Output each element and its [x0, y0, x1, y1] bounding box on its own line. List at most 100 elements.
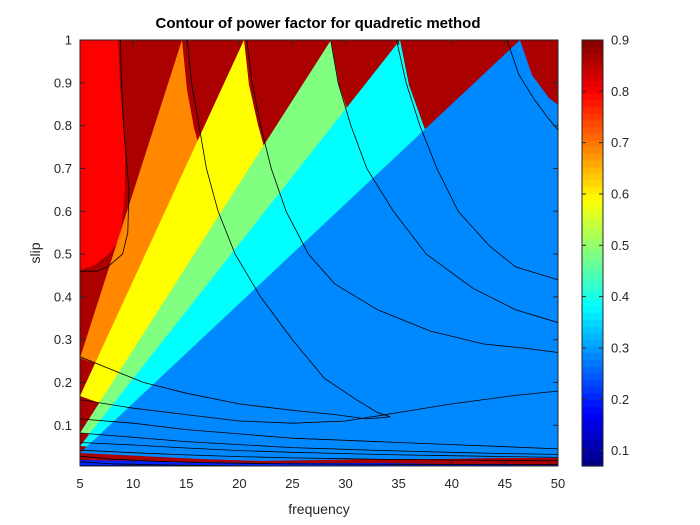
colorbar-band	[582, 246, 603, 254]
colorbar-tick-label: 0.5	[611, 238, 629, 253]
x-tick-label: 50	[551, 476, 565, 491]
colorbar-tick-label: 0.7	[611, 135, 629, 150]
colorbar-band	[582, 219, 603, 227]
colorbar-band	[582, 106, 603, 114]
colorbar-band	[582, 266, 603, 274]
colorbar-band	[582, 59, 603, 68]
colorbar-band	[582, 346, 603, 354]
colorbar-band	[582, 239, 603, 247]
colorbar-band	[582, 119, 603, 128]
colorbar-band	[582, 53, 603, 61]
colorbar-band	[582, 86, 603, 94]
colorbar-band	[582, 173, 603, 181]
y-tick-label: 0.4	[54, 289, 72, 304]
colorbar-band	[582, 279, 603, 287]
x-tick-label: 10	[126, 476, 140, 491]
colorbar-band	[582, 286, 603, 294]
plot-area: 5 10 15 20 25 30 35 40 45 50 0.10.20.30.40.50.60.…	[54, 33, 565, 492]
colorbar-band	[582, 193, 603, 201]
colorbar-band	[582, 339, 603, 347]
colorbar: 0.1 0.2 0.3 0.4 0.5 0.6 0.7 0.8 0.9	[581, 33, 629, 467]
colorbar-band	[582, 326, 603, 334]
colorbar-tick-label: 0.6	[611, 186, 629, 201]
y-tick-label: 0.2	[54, 375, 72, 390]
x-tick-label: 45	[498, 476, 512, 491]
colorbar-band	[582, 292, 603, 301]
colorbar-band	[582, 253, 603, 261]
colorbar-band	[582, 153, 603, 161]
colorbar-band	[582, 299, 603, 307]
y-tick-label: 0.3	[54, 332, 72, 347]
x-tick-label: 20	[232, 476, 246, 491]
colorbar-band	[582, 372, 603, 381]
contour-line-0.65	[80, 40, 558, 424]
x-tick-label: 30	[338, 476, 352, 491]
colorbar-band	[582, 186, 603, 194]
y-tick-label: 0.7	[54, 161, 72, 176]
colorbar-band	[582, 73, 603, 81]
colorbar-band	[582, 166, 603, 174]
band-0.3	[80, 40, 558, 461]
chart-title: Contour of power factor for quadretic me…	[156, 15, 481, 32]
colorbar-band	[582, 206, 603, 214]
colorbar-band	[582, 392, 603, 401]
colorbar-tick-label: 0.3	[611, 340, 629, 355]
y-tick-label: 0.5	[54, 247, 72, 262]
colorbar-band	[582, 319, 603, 327]
contour-line-0.75	[80, 40, 391, 420]
band-0.8	[80, 40, 125, 270]
colorbar-band	[582, 306, 603, 314]
colorbar-band	[582, 93, 603, 101]
colorbar-band	[582, 272, 603, 281]
colorbar-band	[582, 113, 603, 121]
colorbar-band	[582, 406, 603, 414]
contour-fills	[80, 40, 558, 466]
colorbar-band	[582, 379, 603, 387]
colorbar-bands	[582, 40, 603, 467]
colorbar-band	[582, 412, 603, 421]
colorbar-band	[582, 40, 603, 48]
y-tick-label: 1	[65, 33, 72, 48]
y-axis-ticks: 0.1 0.2 0.3 0.4 0.5 0.6 0.7 0.8 0.9 1	[54, 33, 558, 433]
colorbar-band	[582, 439, 603, 447]
y-axis-label: slip	[27, 242, 43, 263]
colorbar-frame	[581, 39, 604, 467]
plot-frame	[79, 39, 559, 467]
colorbar-band	[582, 419, 603, 427]
colorbar-band	[582, 399, 603, 407]
colorbar-band	[582, 139, 603, 148]
colorbar-band	[582, 66, 603, 74]
colorbar-band	[582, 432, 603, 440]
colorbar-band	[582, 426, 603, 434]
colorbar-band	[582, 199, 603, 208]
colorbar-band	[582, 233, 603, 241]
y-tick-label: 0.6	[54, 204, 72, 219]
colorbar-band	[582, 332, 603, 341]
colorbar-tick-label: 0.1	[611, 443, 629, 458]
y-tick-label: 0.9	[54, 75, 72, 90]
x-tick-label: 35	[391, 476, 405, 491]
contour-line-0.45	[80, 40, 558, 455]
x-tick-label: 40	[445, 476, 459, 491]
colorbar-band	[582, 386, 603, 394]
colorbar-ticks: 0.1 0.2 0.3 0.4 0.5 0.6 0.7 0.8 0.9	[582, 33, 629, 458]
contour-line-0.35	[80, 40, 558, 458]
colorbar-band	[582, 459, 603, 467]
colorbar-band	[582, 226, 603, 234]
colorbar-band	[582, 46, 603, 54]
colorbar-tick-label: 0.2	[611, 392, 629, 407]
colorbar-tick-label: 0.8	[611, 84, 629, 99]
contour-line-0.05	[80, 461, 558, 466]
colorbar-band	[582, 159, 603, 168]
contour-line-0.25	[80, 449, 558, 462]
colorbar-band	[582, 312, 603, 321]
colorbar-band	[582, 133, 603, 141]
x-axis-ticks: 5 10 15 20 25 30 35 40 45 50	[76, 40, 565, 491]
colorbar-band	[582, 213, 603, 221]
x-axis-label: frequency	[288, 501, 349, 517]
y-tick-label: 0.8	[54, 118, 72, 133]
colorbar-band	[582, 446, 603, 454]
colorbar-band	[582, 146, 603, 154]
colorbar-band	[582, 79, 603, 88]
